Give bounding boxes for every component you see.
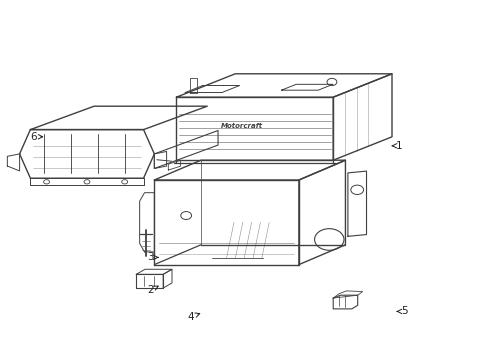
Text: 1: 1 — [396, 141, 403, 151]
Text: Motorcraft: Motorcraft — [221, 122, 263, 129]
Text: 4: 4 — [188, 312, 195, 322]
Text: 3: 3 — [147, 252, 154, 262]
Text: 5: 5 — [401, 306, 408, 316]
Text: 6: 6 — [30, 132, 37, 142]
Text: 2: 2 — [147, 285, 154, 295]
